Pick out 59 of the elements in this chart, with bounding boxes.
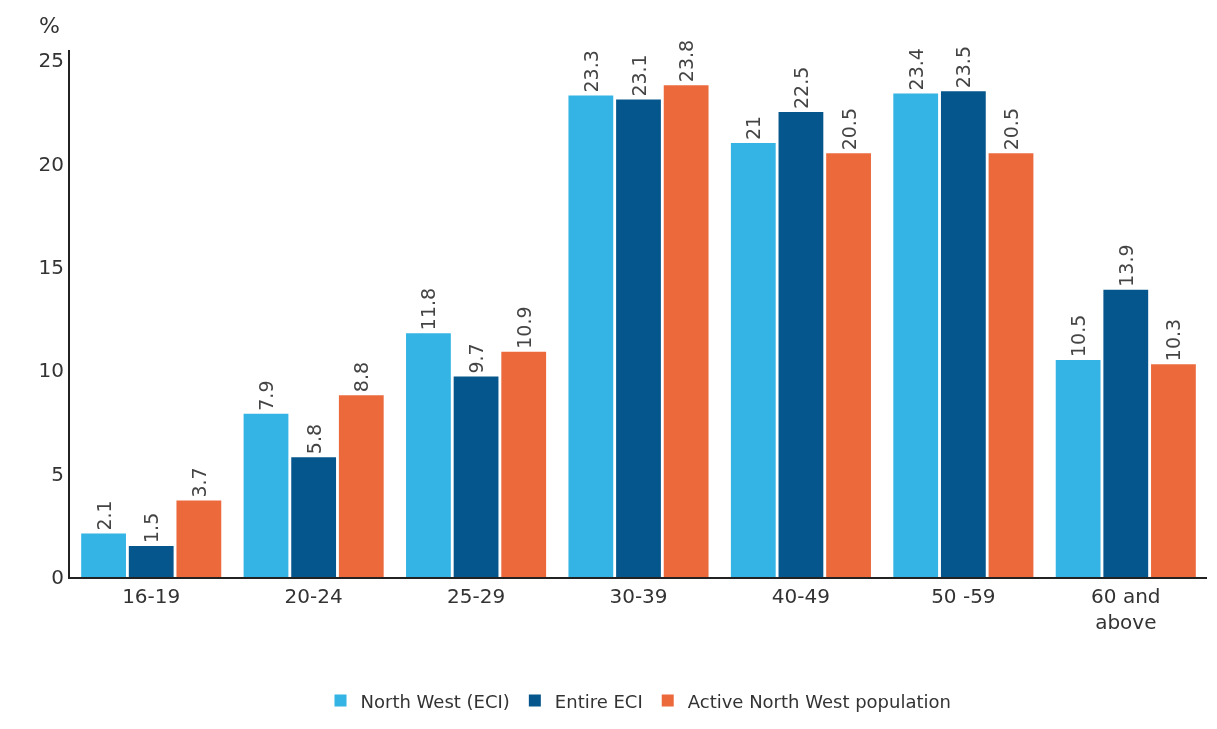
data-label: 2.1 bbox=[92, 500, 115, 531]
legend-label: Active North West population bbox=[687, 690, 951, 712]
y-tick-label: 20 bbox=[38, 151, 64, 176]
x-tick-label: 40-49 bbox=[771, 584, 830, 608]
data-label: 9.7 bbox=[465, 343, 488, 374]
x-tick-label: 20-24 bbox=[284, 584, 343, 608]
bar bbox=[893, 93, 939, 577]
data-label: 3.7 bbox=[187, 467, 210, 498]
bar bbox=[663, 85, 709, 577]
x-tick-label: 25-29 bbox=[447, 584, 506, 608]
data-label: 5.8 bbox=[302, 423, 325, 455]
data-label: 23.4 bbox=[904, 48, 927, 91]
data-label: 11.8 bbox=[417, 287, 440, 331]
y-tick-label: 25 bbox=[38, 48, 64, 73]
x-tick-label: 16-19 bbox=[122, 584, 181, 608]
data-label: 22.5 bbox=[789, 66, 812, 109]
data-label: 8.8 bbox=[350, 361, 373, 393]
legend-label: North West (ECI) bbox=[360, 690, 510, 712]
data-label: 13.9 bbox=[1114, 244, 1137, 287]
data-label: 20.5 bbox=[837, 108, 860, 151]
x-tick-label: 60 and above bbox=[1091, 584, 1161, 634]
data-label: 20.5 bbox=[1000, 108, 1023, 151]
bar bbox=[988, 153, 1034, 577]
data-label: 10.3 bbox=[1162, 318, 1185, 362]
y-tick-label: 0 bbox=[51, 565, 64, 589]
bar bbox=[568, 95, 614, 577]
legend-label: Entire ECI bbox=[554, 690, 643, 712]
data-label: 23.3 bbox=[579, 50, 602, 93]
y-tick-label: 5 bbox=[51, 461, 64, 486]
data-label: 21 bbox=[742, 115, 765, 140]
bar bbox=[501, 351, 547, 577]
bar bbox=[730, 143, 776, 577]
y-tick-label: 10 bbox=[38, 358, 64, 383]
x-tick-label: 30-39 bbox=[609, 584, 668, 608]
data-label: 10.9 bbox=[512, 306, 535, 349]
bar bbox=[778, 112, 824, 577]
bar bbox=[338, 395, 384, 577]
bar bbox=[176, 500, 222, 577]
y-tick-label: 15 bbox=[38, 255, 64, 279]
data-label: 7.9 bbox=[254, 380, 277, 411]
bar bbox=[291, 457, 337, 577]
bar bbox=[81, 533, 126, 577]
data-label: 23.8 bbox=[675, 39, 698, 83]
bar bbox=[940, 91, 986, 577]
bar bbox=[1055, 360, 1101, 577]
x-tick-label: 50 -59 bbox=[931, 584, 996, 608]
y-axis-title: % bbox=[39, 13, 60, 38]
bar bbox=[406, 333, 451, 577]
data-label: 23.1 bbox=[627, 54, 650, 97]
data-label: 23.5 bbox=[952, 46, 975, 89]
bar bbox=[243, 413, 289, 577]
bar bbox=[1151, 364, 1196, 577]
data-label: 10.5 bbox=[1067, 314, 1090, 357]
bar bbox=[616, 99, 661, 577]
bar bbox=[453, 376, 499, 577]
bar bbox=[128, 546, 174, 577]
bar bbox=[826, 153, 871, 577]
bar bbox=[1103, 289, 1149, 577]
data-label: 1.5 bbox=[140, 512, 163, 543]
